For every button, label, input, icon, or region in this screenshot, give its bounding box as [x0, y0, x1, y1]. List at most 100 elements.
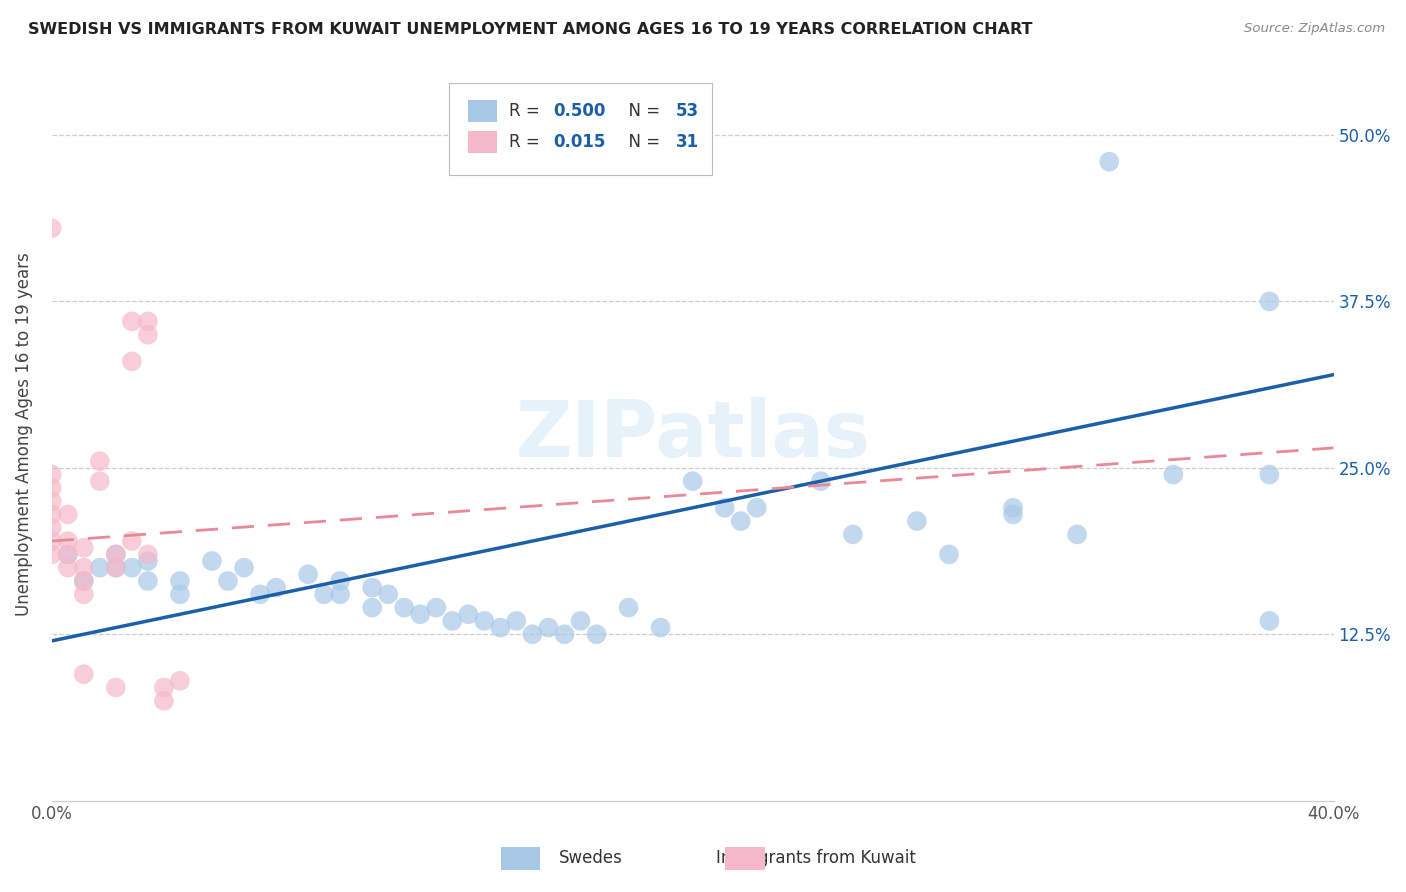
- Point: [121, 314, 143, 328]
- Point: [730, 514, 752, 528]
- Y-axis label: Unemployment Among Ages 16 to 19 years: Unemployment Among Ages 16 to 19 years: [15, 252, 32, 616]
- Point: [377, 587, 399, 601]
- Point: [457, 607, 479, 622]
- Point: [329, 574, 352, 588]
- Point: [104, 681, 127, 695]
- Point: [121, 560, 143, 574]
- Point: [1161, 467, 1184, 482]
- Point: [1066, 527, 1088, 541]
- Point: [169, 587, 191, 601]
- Point: [489, 621, 512, 635]
- Text: Swedes: Swedes: [558, 849, 623, 867]
- Text: Source: ZipAtlas.com: Source: ZipAtlas.com: [1244, 22, 1385, 36]
- Text: N =: N =: [619, 102, 665, 120]
- Point: [153, 681, 176, 695]
- Point: [905, 514, 928, 528]
- Point: [56, 534, 79, 549]
- Point: [56, 547, 79, 561]
- Point: [41, 508, 63, 522]
- Point: [73, 574, 96, 588]
- Point: [1258, 294, 1281, 309]
- Point: [201, 554, 224, 568]
- Point: [264, 581, 287, 595]
- Text: N =: N =: [619, 133, 665, 151]
- Point: [394, 600, 416, 615]
- Bar: [468, 131, 496, 153]
- Point: [537, 621, 560, 635]
- Point: [89, 474, 111, 488]
- Point: [505, 614, 527, 628]
- Point: [425, 600, 447, 615]
- Point: [297, 567, 319, 582]
- Point: [1002, 508, 1025, 522]
- Text: ZIPatlas: ZIPatlas: [515, 397, 870, 473]
- Point: [585, 627, 607, 641]
- Point: [41, 521, 63, 535]
- Text: 53: 53: [676, 102, 699, 120]
- Point: [361, 600, 384, 615]
- Point: [553, 627, 575, 641]
- Text: 31: 31: [676, 133, 699, 151]
- Point: [842, 527, 865, 541]
- Point: [89, 454, 111, 468]
- Point: [104, 560, 127, 574]
- Point: [1002, 500, 1025, 515]
- Point: [441, 614, 464, 628]
- Point: [472, 614, 495, 628]
- Point: [409, 607, 432, 622]
- Text: Immigrants from Kuwait: Immigrants from Kuwait: [716, 849, 915, 867]
- Point: [361, 581, 384, 595]
- Point: [41, 467, 63, 482]
- Point: [153, 694, 176, 708]
- Point: [136, 314, 159, 328]
- Point: [73, 587, 96, 601]
- Point: [136, 574, 159, 588]
- Point: [104, 547, 127, 561]
- Point: [314, 587, 336, 601]
- Point: [1258, 467, 1281, 482]
- Point: [233, 560, 256, 574]
- Point: [249, 587, 271, 601]
- Point: [104, 560, 127, 574]
- Point: [329, 587, 352, 601]
- Point: [217, 574, 239, 588]
- Point: [56, 547, 79, 561]
- Point: [1258, 614, 1281, 628]
- Point: [617, 600, 640, 615]
- Point: [650, 621, 672, 635]
- Point: [41, 547, 63, 561]
- Point: [136, 547, 159, 561]
- Point: [569, 614, 592, 628]
- Point: [73, 541, 96, 555]
- Text: SWEDISH VS IMMIGRANTS FROM KUWAIT UNEMPLOYMENT AMONG AGES 16 TO 19 YEARS CORRELA: SWEDISH VS IMMIGRANTS FROM KUWAIT UNEMPL…: [28, 22, 1032, 37]
- FancyBboxPatch shape: [449, 83, 711, 175]
- Point: [169, 574, 191, 588]
- Point: [41, 221, 63, 235]
- Point: [682, 474, 704, 488]
- Point: [121, 354, 143, 368]
- Point: [1098, 154, 1121, 169]
- Point: [73, 667, 96, 681]
- Point: [745, 500, 768, 515]
- Point: [41, 481, 63, 495]
- Point: [522, 627, 544, 641]
- Point: [713, 500, 735, 515]
- Bar: [468, 100, 496, 122]
- Text: 0.015: 0.015: [553, 133, 606, 151]
- Point: [41, 494, 63, 508]
- Point: [938, 547, 960, 561]
- Point: [89, 560, 111, 574]
- Point: [73, 560, 96, 574]
- Point: [73, 574, 96, 588]
- Point: [136, 327, 159, 342]
- Text: R =: R =: [509, 102, 546, 120]
- Point: [56, 508, 79, 522]
- Point: [136, 554, 159, 568]
- Point: [41, 534, 63, 549]
- Text: 0.500: 0.500: [553, 102, 606, 120]
- Point: [104, 547, 127, 561]
- Text: R =: R =: [509, 133, 546, 151]
- Point: [56, 560, 79, 574]
- Point: [169, 673, 191, 688]
- Point: [121, 534, 143, 549]
